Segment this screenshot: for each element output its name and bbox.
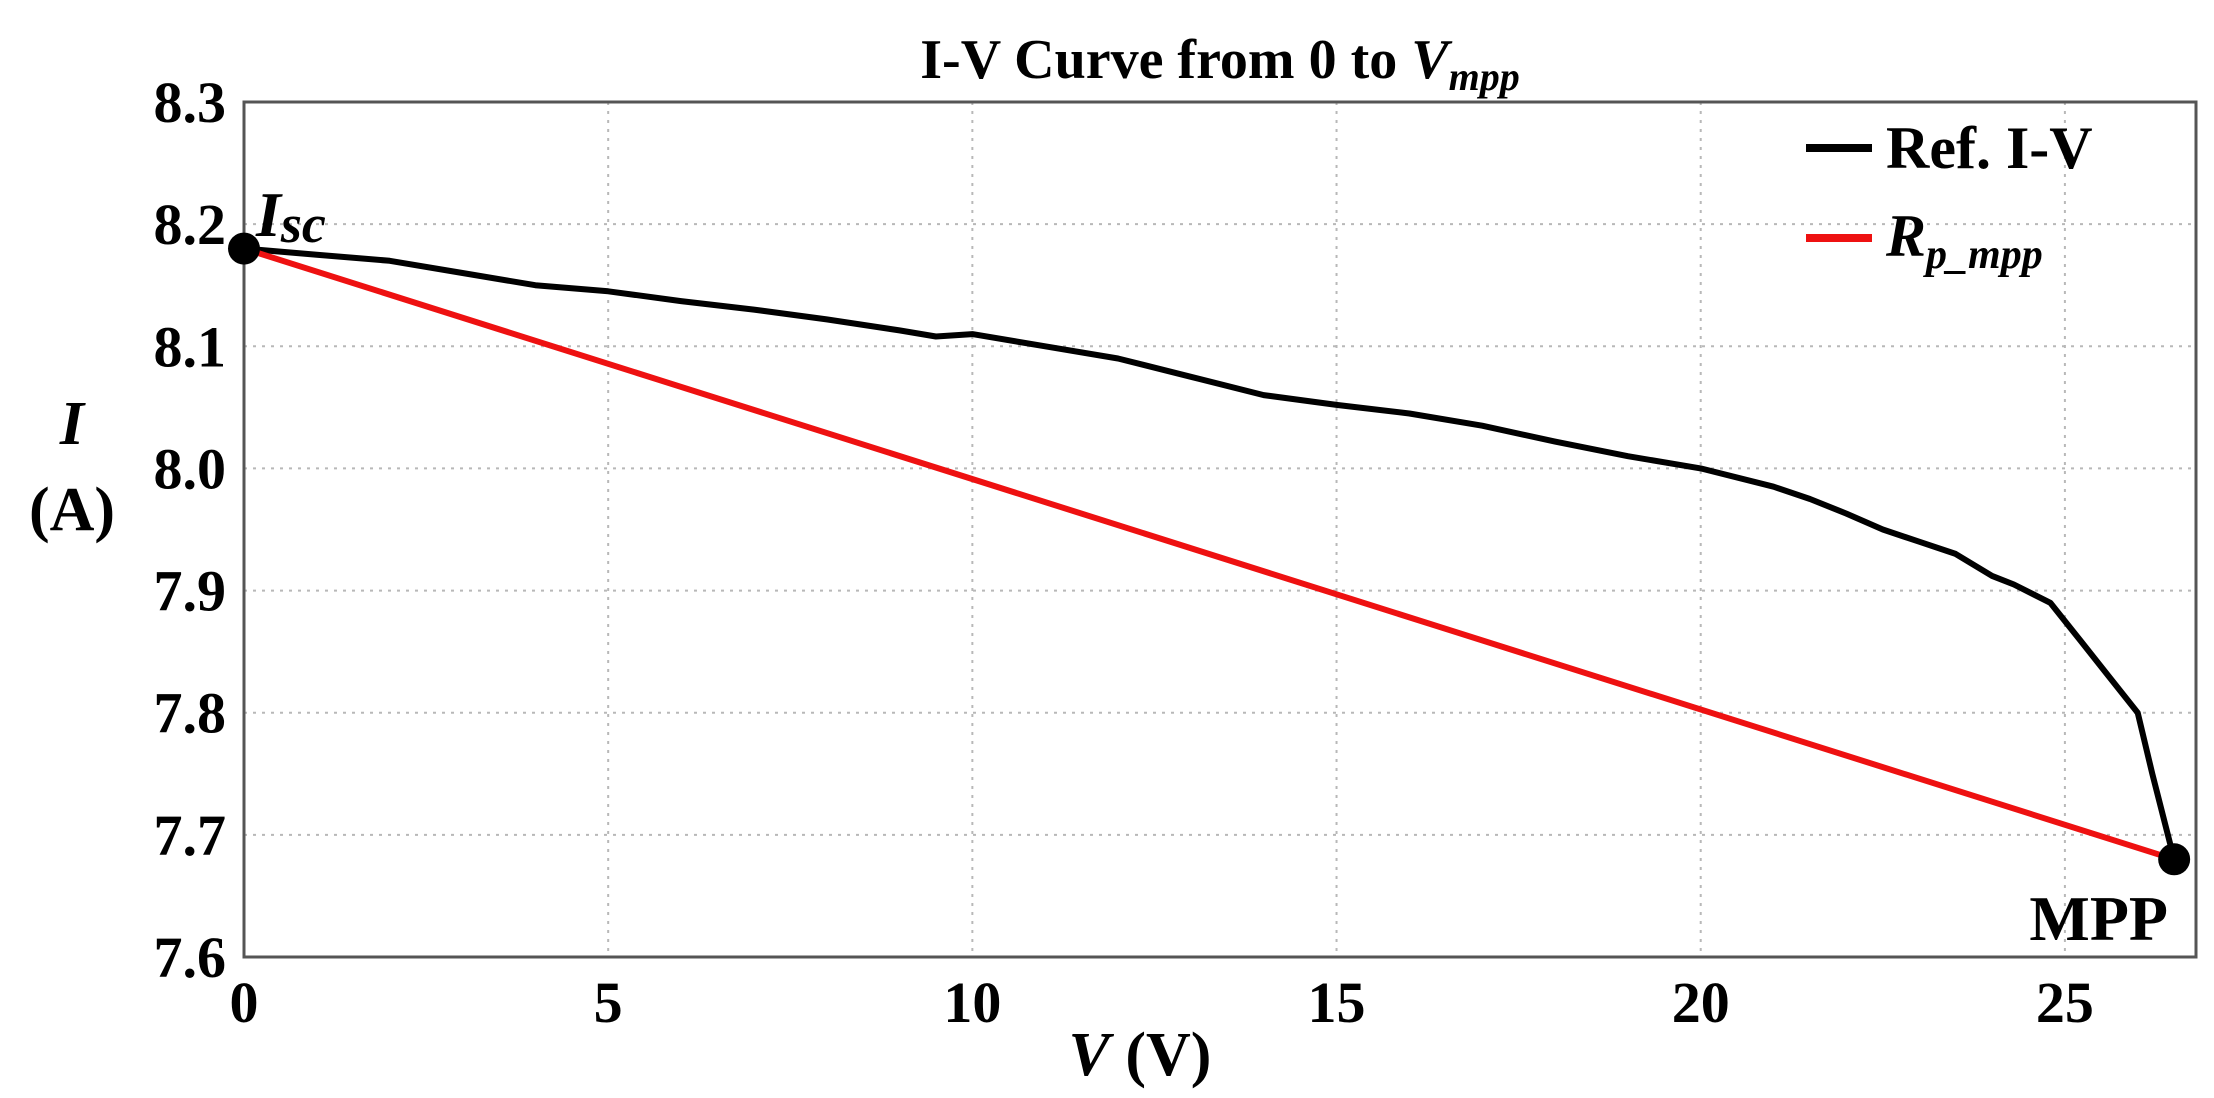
x-tick-label: 10 bbox=[943, 970, 1001, 1035]
mpp-label: MPP bbox=[2029, 883, 2168, 954]
y-axis-label-var: I bbox=[59, 390, 86, 458]
series-rp-mpp-line bbox=[241, 245, 2178, 863]
y-tick-label: 8.1 bbox=[154, 314, 227, 379]
plot-frame bbox=[242, 100, 2198, 959]
y-tick-label: 7.9 bbox=[154, 559, 227, 624]
isc-label: Isc bbox=[255, 179, 326, 254]
y-tick-label: 8.3 bbox=[154, 70, 227, 135]
legend-rp-label: Rp_mpp bbox=[1885, 203, 2043, 278]
x-tick-label: 20 bbox=[1672, 970, 1730, 1035]
y-tick-label: 7.7 bbox=[154, 803, 227, 868]
x-tick-label: 0 bbox=[230, 970, 259, 1035]
y-tick-label: 7.6 bbox=[154, 925, 227, 990]
x-tick-label: 25 bbox=[2036, 970, 2094, 1035]
grid bbox=[244, 102, 2196, 957]
y-axis-ticks: 7.6 7.7 7.8 7.9 8.0 8.1 8.2 8.3 bbox=[154, 70, 227, 990]
series-ref-iv-line bbox=[241, 245, 2178, 863]
isc-point bbox=[228, 232, 260, 265]
x-axis-label: V (V) bbox=[1069, 1021, 1212, 1089]
y-tick-label: 8.0 bbox=[154, 436, 227, 501]
mpp-point bbox=[2158, 843, 2191, 876]
y-tick-label: 8.2 bbox=[154, 192, 227, 257]
y-tick-label: 7.8 bbox=[154, 681, 227, 746]
chart-title: I-V Curve from 0 to Vmpp bbox=[920, 29, 1519, 99]
legend: Ref. I-V Rp_mpp bbox=[1806, 115, 2093, 278]
y-axis-label-unit: (A) bbox=[29, 476, 115, 544]
x-axis-ticks: 0 5 10 15 20 25 bbox=[230, 970, 2094, 1035]
x-tick-label: 5 bbox=[594, 970, 623, 1035]
legend-ref-label: Ref. I-V bbox=[1886, 115, 2093, 181]
x-tick-label: 15 bbox=[1308, 970, 1366, 1035]
